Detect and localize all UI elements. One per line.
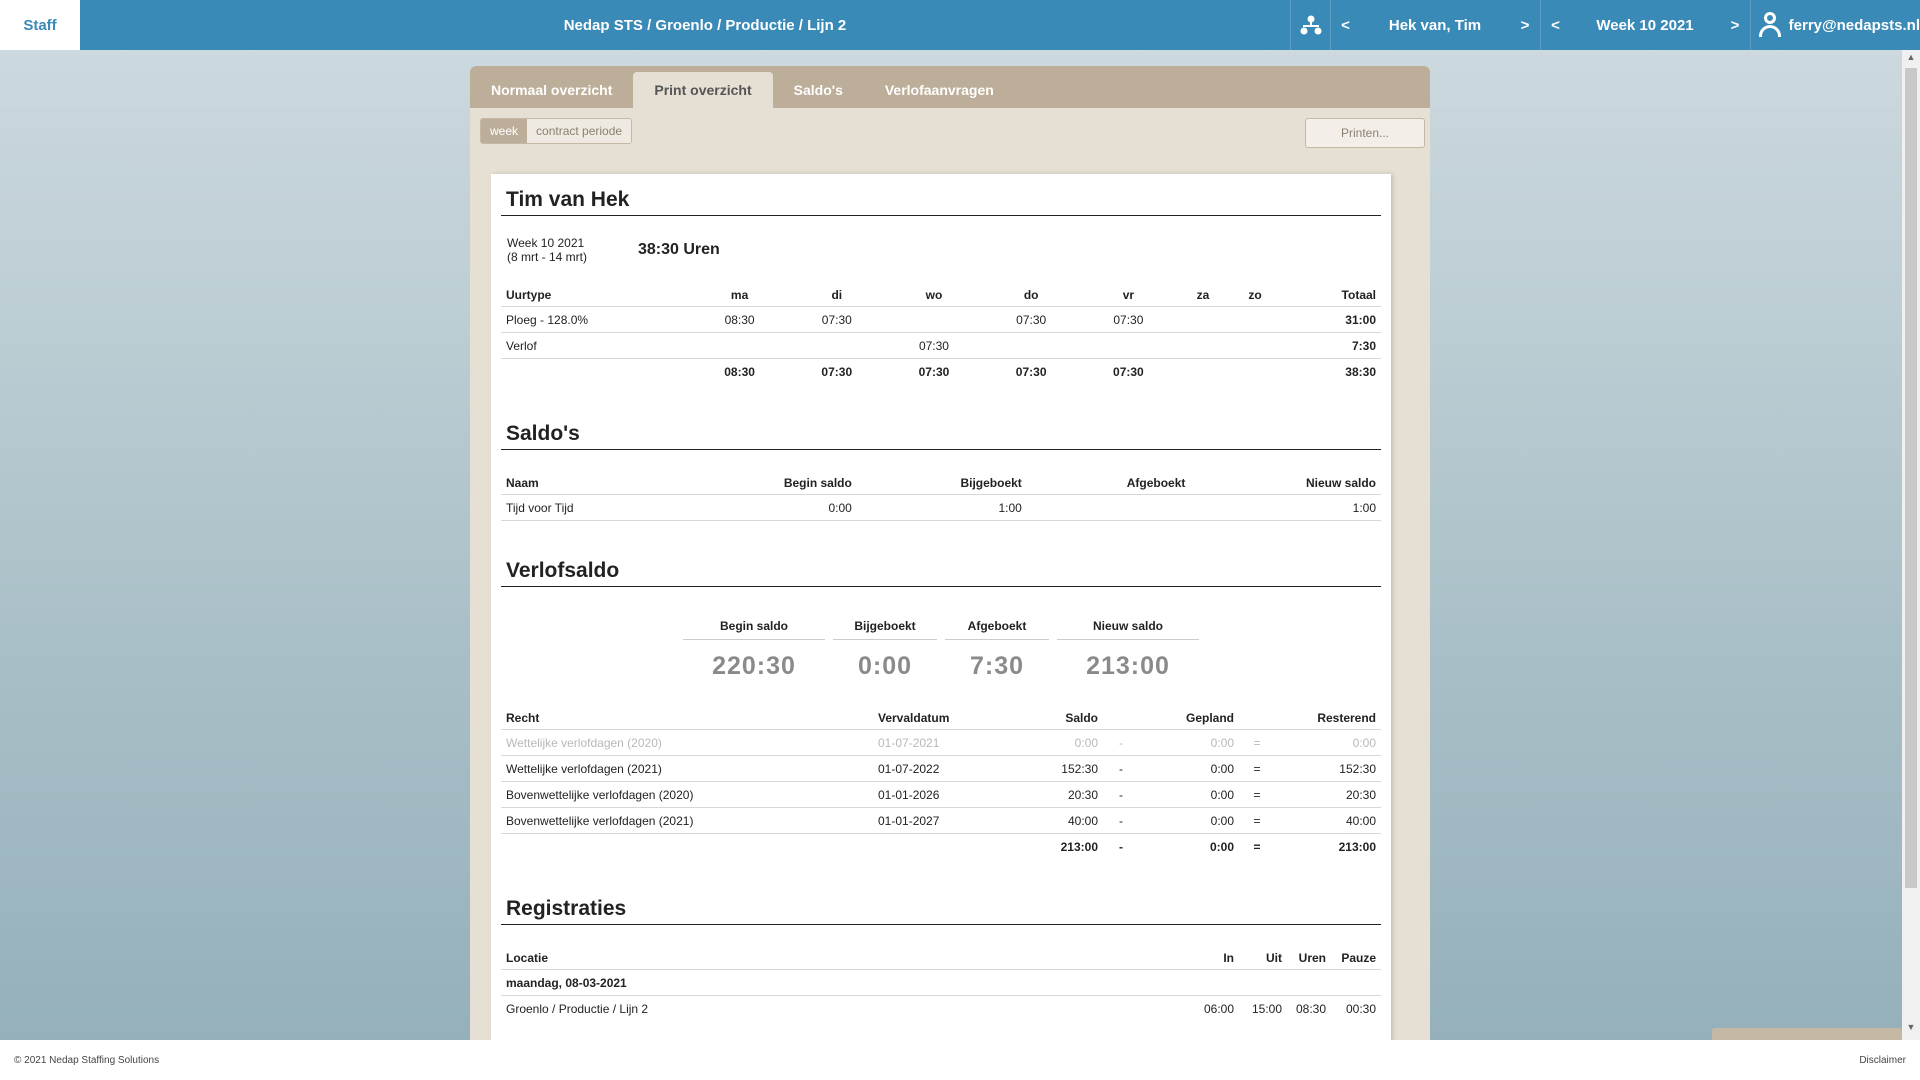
user-email: ferry@nedapsts.nl [1788,16,1920,34]
table-row: Bovenwettelijke verlofdagen (2020) 01-01-… [501,781,1381,808]
saldos-title: Saldo's [501,418,1381,450]
col-wo: wo [925,288,943,302]
toggle-contract-periode[interactable]: contract periode [527,119,632,143]
week-range: (8 mrt - 14 mrt) [507,250,587,264]
employee-selector[interactable]: Hek van, Tim [1388,16,1482,34]
hours-table: Uurtype ma di wo do vr za zo Totaal Ploe… [501,282,1381,384]
user-icon [1757,12,1781,38]
tab-print-overzicht[interactable]: Print overzicht [633,72,773,108]
next-week-button[interactable]: > [1730,16,1740,34]
app-logo[interactable]: Staff [0,0,80,50]
col-totaal: Totaal [1341,288,1376,302]
scroll-down-icon[interactable]: ▼ [1906,1022,1916,1032]
day-row: maandag, 08-03-2021 [501,969,1381,996]
table-row: Groenlo / Productie / Lijn 2 06:00 15:00… [501,995,1381,1021]
breadcrumb: Nedap STS / Groenlo / Productie / Lijn 2 [563,16,847,34]
tab-saldos[interactable]: Saldo's [793,82,843,98]
toggle-week[interactable]: week [481,119,528,143]
col-di: di [831,288,843,302]
top-bar: Staff Nedap STS / Groenlo / Productie / … [0,0,1920,50]
prev-employee-button[interactable]: < [1330,0,1360,50]
tab-normaal-overzicht[interactable]: Normaal overzicht [491,82,613,98]
table-row: Verlof 07:30 7:30 [501,332,1381,359]
table-row: Wettelijke verlofdagen (2021) 01-07-2022 1… [501,755,1381,782]
table-row: Tijd voor Tijd 0:00 1:00 1:00 [501,494,1381,521]
col-do: do [1023,288,1039,302]
verlof-summary: Begin saldo 220:30 Bijgeboekt 0:00 Afgeboe… [501,587,1381,705]
totals-row: 213:00-0:00 = 213:00 [501,833,1381,859]
saldos-table: Naam Begin saldo Bijgeboekt Afgeboekt Ni… [501,470,1381,521]
col-za: za [1196,288,1210,302]
org-structure-icon[interactable] [1290,0,1330,50]
total-hours: 38:30 Uren [638,241,720,258]
print-button[interactable]: Printen... [1305,118,1425,148]
prev-week-button[interactable]: < [1540,0,1570,50]
footer: © 2021 Nedap Staffing Solutions Disclaim… [0,1040,1920,1080]
registraties-table: Locatie In Uit Uren Pauze maandag, 08-03… [501,945,1381,1021]
notification-tab[interactable] [1712,1028,1902,1040]
registraties-title: Registraties [501,893,1381,925]
disclaimer-link[interactable]: Disclaimer [1859,1054,1906,1066]
col-vr: vr [1122,288,1135,302]
table-row: Bovenwettelijke verlofdagen (2021) 01-01-… [501,807,1381,834]
main-panel: Normaal overzicht Print overzicht Saldo'… [470,66,1430,1040]
verlof-table: Recht Vervaldatum Saldo Gepland Resteren… [501,705,1381,859]
scrollbar-thumb[interactable] [1905,68,1917,888]
col-ma: ma [730,288,749,302]
col-zo: zo [1248,288,1262,302]
page-scrollbar[interactable]: ▲ ▼ [1902,50,1920,1040]
table-row: Wettelijke verlofdagen (2020) 01-07-2021 0… [501,729,1381,756]
verlofsaldo-title: Verlofsaldo [501,555,1381,587]
print-sheet: Tim van Hek Week 10 2021 (8 mrt - 14 mrt… [491,174,1391,1040]
scroll-up-icon[interactable]: ▲ [1906,52,1916,62]
tab-bar: Normaal overzicht Print overzicht Saldo'… [470,66,1430,108]
week-label: Week 10 2021 [507,236,585,250]
tab-verlofaanvragen[interactable]: Verlofaanvragen [884,82,994,98]
table-row: Ploeg - 128.0% 08:30 07:30 07:30 07:30 3… [501,306,1381,333]
next-employee-button[interactable]: > [1520,16,1530,34]
col-uurtype: Uurtype [506,288,552,302]
employee-name: Tim van Hek [501,184,1381,216]
user-menu[interactable]: ferry@nedapsts.nl [1750,0,1920,50]
week-selector[interactable]: Week 10 2021 [1596,16,1694,34]
copyright-text: © 2021 Nedap Staffing Solutions [14,1054,160,1066]
period-toggle: week contract periode [480,118,633,144]
totals-row: 08:30 07:30 07:30 07:30 07:30 38:30 [501,358,1381,384]
